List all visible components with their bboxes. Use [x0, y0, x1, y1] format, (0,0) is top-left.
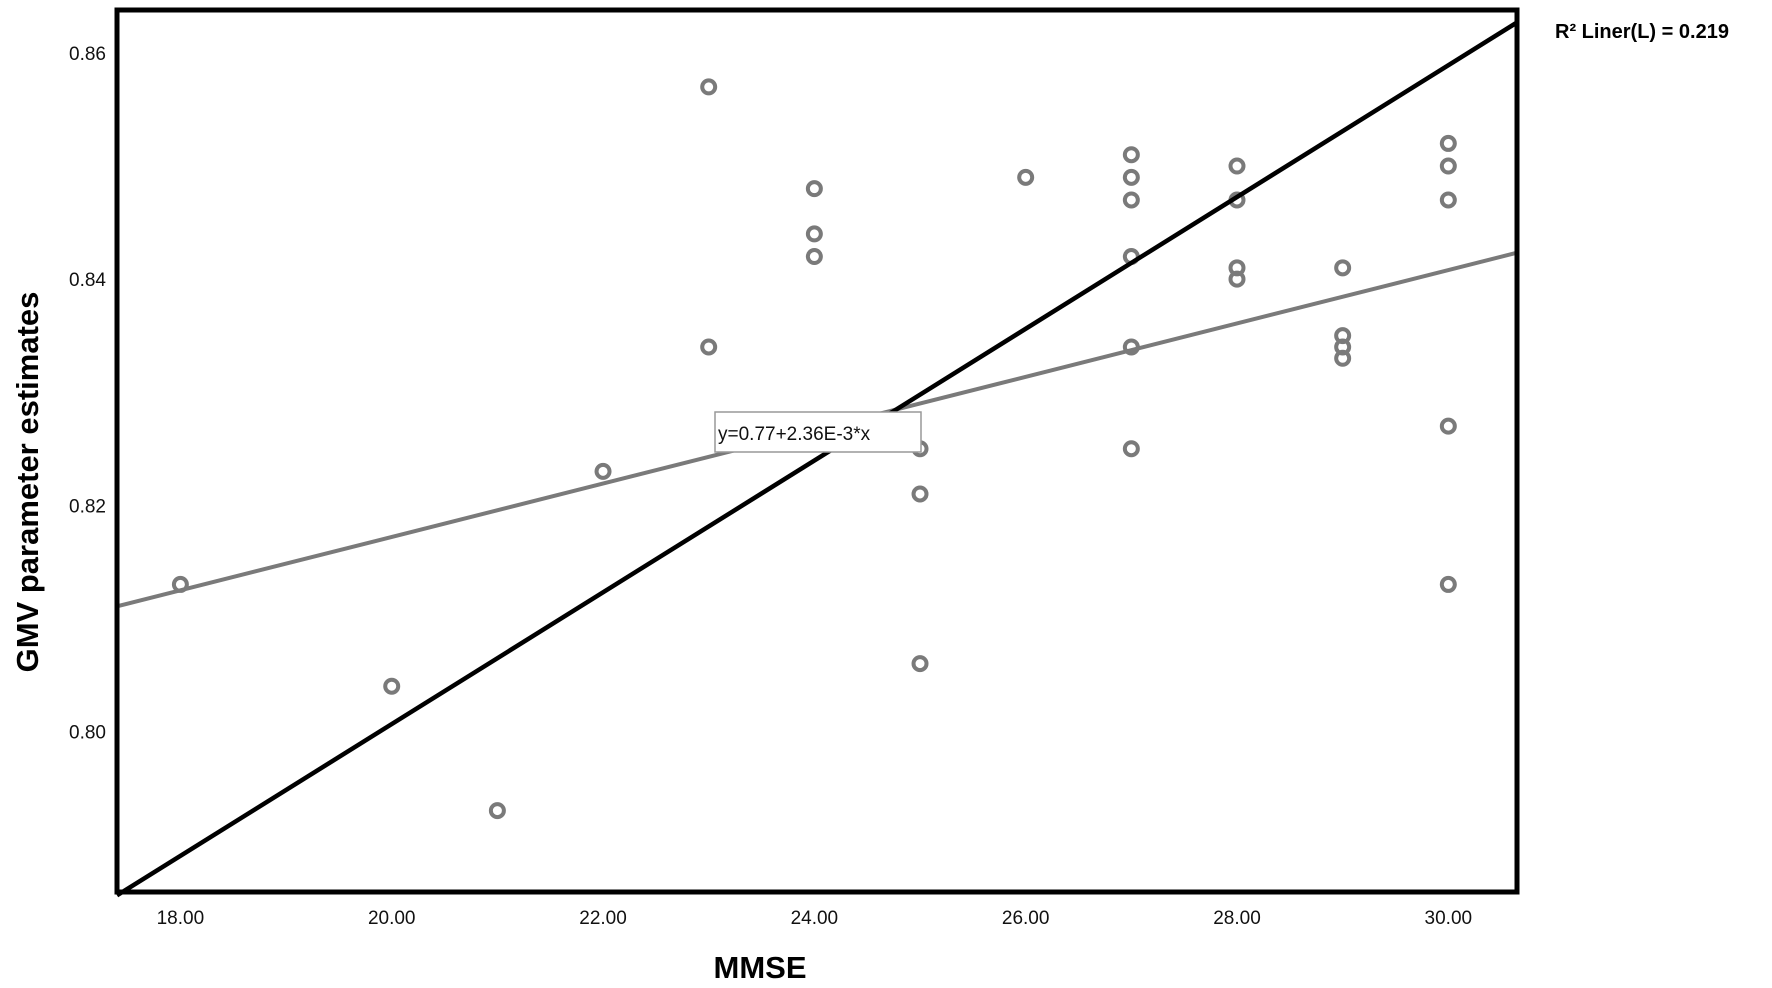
data-point [1439, 157, 1457, 175]
x-tick-label: 24.00 [791, 908, 839, 929]
data-point [1439, 191, 1457, 209]
data-point [1122, 146, 1140, 164]
x-tick-label: 26.00 [1002, 908, 1050, 929]
data-point [805, 180, 823, 198]
data-point [1439, 417, 1457, 435]
y-tick-label: 0.86 [69, 44, 106, 65]
data-point [1334, 259, 1352, 277]
data-point [1122, 168, 1140, 186]
x-tick-label: 20.00 [368, 908, 416, 929]
y-axis-ticks: 0.80 0.82 0.84 0.86 [69, 44, 106, 743]
r-squared-label: R² Liner(L) = 0.219 [1555, 21, 1729, 43]
x-axis-ticks: 18.00 20.00 22.00 24.00 26.00 28.00 30.00 [157, 908, 1472, 929]
plot-frame [114, 7, 1520, 895]
data-point [1122, 191, 1140, 209]
fit-equation-label: y=0.77+2.36E-3*x [718, 424, 871, 445]
equation-box: y=0.77+2.36E-3*x [714, 411, 922, 453]
y-axis-title: GMV parameter estimates [10, 292, 45, 673]
data-point [700, 78, 718, 96]
y-tick-label: 0.84 [69, 270, 106, 291]
data-point [383, 677, 401, 695]
data-point [1439, 134, 1457, 152]
x-tick-label: 22.00 [579, 908, 627, 929]
fit-lines [115, 20, 1519, 898]
data-point [805, 248, 823, 266]
data-point [1017, 168, 1035, 186]
data-point [594, 462, 612, 480]
x-axis-title: MMSE [714, 950, 807, 985]
data-point [488, 802, 506, 820]
x-tick-label: 28.00 [1213, 908, 1261, 929]
y-tick-label: 0.82 [69, 496, 106, 517]
data-point [700, 338, 718, 356]
data-points [171, 78, 1457, 820]
data-point [805, 225, 823, 243]
data-point [1228, 157, 1246, 175]
x-tick-label: 18.00 [157, 908, 205, 929]
data-point [911, 485, 929, 503]
data-point [1439, 575, 1457, 593]
reference-line [115, 20, 1519, 898]
data-point [1122, 440, 1140, 458]
data-point [911, 655, 929, 673]
data-point [1334, 349, 1352, 367]
y-tick-label: 0.80 [69, 722, 106, 743]
data-point [1228, 270, 1246, 288]
x-tick-label: 30.00 [1425, 908, 1473, 929]
